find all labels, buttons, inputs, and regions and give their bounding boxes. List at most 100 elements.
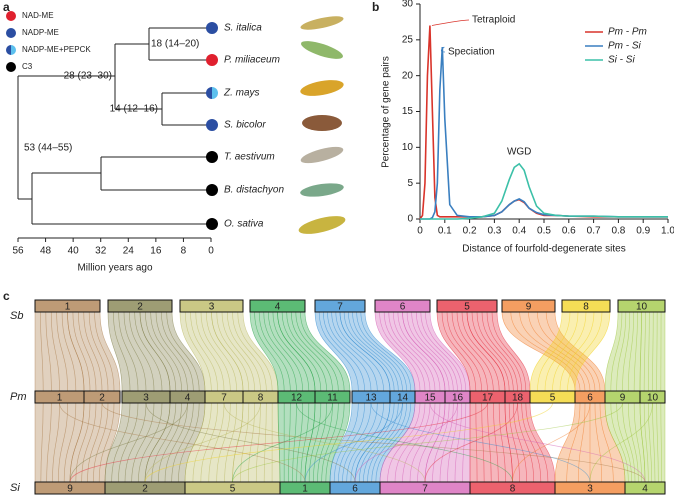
synteny-line (356, 311, 407, 392)
synteny-line (151, 402, 177, 483)
synteny-line (200, 311, 231, 392)
synteny-line (456, 311, 494, 392)
x-tick-label: 0.5 (537, 226, 551, 237)
chromosome-block (34, 299, 101, 313)
tick-label: 8 (181, 246, 187, 257)
synteny-line (339, 311, 391, 392)
synteny-line (648, 402, 652, 483)
pathway-dot (206, 119, 218, 131)
synteny-line (272, 311, 310, 392)
synteny-line (466, 311, 506, 392)
synteny-line (402, 402, 431, 483)
chromosome-block (314, 299, 366, 313)
synteny-ribbon (330, 403, 390, 482)
tree-branch (161, 92, 206, 126)
y-tick-label: 25 (402, 34, 414, 45)
tree-branch (100, 156, 206, 191)
plant-image (300, 146, 344, 164)
synteny-line (367, 402, 403, 483)
synteny-line (134, 311, 163, 392)
chromosome-label: 7 (422, 484, 428, 495)
genome-label: Pm (10, 391, 27, 403)
plant-image (300, 183, 344, 197)
synteny-line (652, 311, 654, 392)
genome-label: Sb (10, 310, 23, 322)
annotation: Speciation (448, 47, 495, 58)
synteny-line (195, 311, 225, 392)
synteny-line (50, 311, 60, 392)
chromosome-label: 8 (510, 484, 516, 495)
synteny-line (318, 311, 359, 392)
synteny-line (504, 402, 513, 483)
chromosome-label: 2 (142, 484, 148, 495)
synteny-line (313, 402, 327, 483)
synteny-line (491, 311, 527, 392)
annotation: Tetraploid (472, 15, 515, 26)
tick-label: 56 (12, 246, 24, 257)
synteny-line (496, 311, 531, 392)
synteny-ribbon (67, 312, 120, 391)
synteny-line (277, 311, 316, 392)
tick-label: 0 (208, 246, 214, 257)
synteny-line (352, 311, 403, 392)
chromosome-label: 2 (137, 302, 143, 313)
synteny-line (150, 311, 182, 392)
synteny-line (52, 402, 60, 483)
synteny-line (656, 402, 659, 483)
synteny-line (513, 402, 527, 483)
chromosome-label: 5 (550, 393, 556, 404)
plant-image (302, 115, 342, 131)
synteny-line (286, 311, 327, 392)
synteny-line (304, 402, 403, 483)
synteny-line (360, 311, 412, 392)
chromosome-label: 4 (185, 393, 191, 404)
synteny-line (375, 402, 412, 483)
synteny-line (537, 311, 571, 392)
synteny-line (648, 311, 650, 392)
plant-image (298, 216, 346, 234)
pathway-dot (206, 22, 218, 34)
synteny-line (45, 311, 52, 392)
synteny-line (224, 402, 237, 483)
synteny-line (59, 402, 306, 483)
chromosome-label: 1 (302, 484, 308, 495)
synteny-line (364, 311, 416, 392)
synteny-line (406, 311, 450, 392)
label-bg (22, 141, 76, 155)
chromosome-label: 18 (512, 393, 524, 404)
legend-label: Si - Si (608, 55, 635, 66)
chromosome-label: 5 (464, 302, 470, 313)
synteny-line (118, 311, 139, 392)
synteny-line (205, 311, 237, 392)
synteny-line (348, 311, 399, 392)
synteny-line (639, 402, 646, 483)
synteny-line (93, 402, 109, 483)
synteny-line (610, 311, 623, 392)
synteny-line (342, 402, 372, 483)
tick-label: 32 (95, 246, 107, 257)
chromosome-block (249, 299, 306, 313)
synteny-line (425, 311, 467, 392)
chromosome-label: 3 (587, 484, 593, 495)
pathway-dot (206, 218, 218, 230)
synteny-line (393, 311, 436, 392)
synteny-line (58, 402, 68, 483)
synteny-line (300, 402, 310, 483)
synteny-line (544, 311, 579, 392)
synteny-line (622, 311, 631, 392)
chromosome-label: 10 (636, 302, 648, 313)
synteny-line (158, 402, 182, 483)
annotation-leader (431, 19, 470, 26)
synteny-line (304, 311, 351, 392)
synteny-line (379, 311, 421, 392)
chromosome-label: 4 (275, 302, 281, 313)
synteny-line (512, 402, 591, 483)
synteny-line (144, 402, 553, 483)
synteny-line (268, 311, 303, 392)
y-tick-label: 30 (402, 0, 414, 10)
synteny-line (633, 402, 642, 483)
synteny-line (481, 311, 518, 392)
species-label: S. bicolor (224, 120, 266, 131)
pathway-dot (6, 11, 16, 21)
node-label: 14 (12–16) (110, 104, 158, 115)
